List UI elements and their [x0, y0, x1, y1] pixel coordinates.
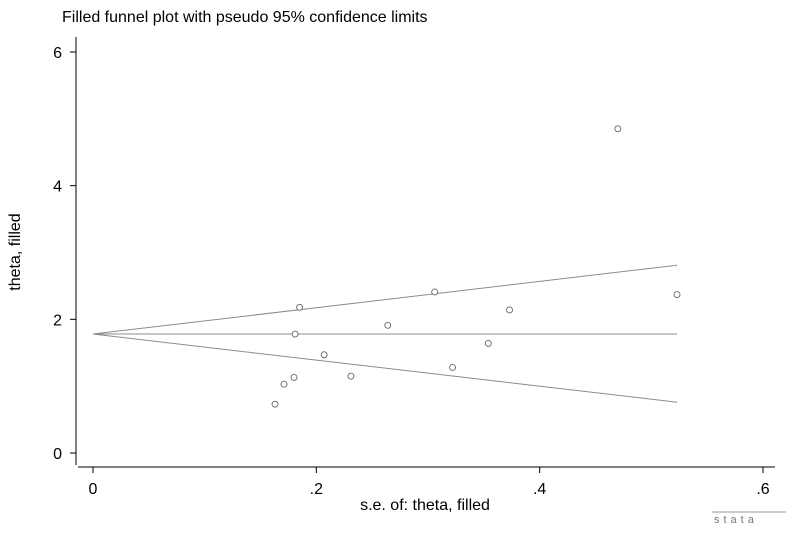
y-axis-title: theta, filled	[7, 213, 24, 290]
y-tick-label: 6	[53, 45, 62, 62]
data-point	[271, 400, 279, 408]
y-tick-label: 4	[53, 179, 62, 196]
x-tick-label: 0	[89, 481, 98, 498]
stata-logo: stata	[712, 511, 786, 526]
data-point	[673, 291, 681, 299]
data-point	[614, 125, 622, 133]
y-tick-label: 0	[53, 446, 62, 463]
data-point	[384, 321, 392, 329]
funnel-lines	[92, 264, 678, 403]
data-points	[271, 125, 681, 408]
funnel-line-upper-limit	[92, 264, 678, 335]
data-point	[296, 303, 304, 311]
chart-title: Filled funnel plot with pseudo 95% confi…	[62, 9, 428, 26]
y-axis: 0 2 4 6	[53, 45, 76, 463]
x-tick-label: .2	[310, 481, 323, 498]
x-axis-title: s.e. of: theta, filled	[360, 497, 490, 514]
x-tick-label: .4	[533, 481, 546, 498]
funnel-line-lower-limit	[92, 333, 678, 403]
y-tick-label: 2	[53, 312, 62, 329]
data-point	[484, 339, 492, 347]
data-point	[290, 374, 298, 381]
data-point	[280, 380, 288, 388]
data-point	[291, 330, 299, 338]
data-point	[431, 288, 439, 296]
data-point	[320, 351, 328, 359]
x-axis: 0 .2 .4 .6	[89, 467, 770, 498]
data-point	[347, 372, 355, 380]
x-tick-label: .6	[756, 481, 769, 498]
data-point	[506, 306, 513, 314]
data-point	[449, 364, 457, 371]
logo-text: stata	[714, 514, 758, 526]
